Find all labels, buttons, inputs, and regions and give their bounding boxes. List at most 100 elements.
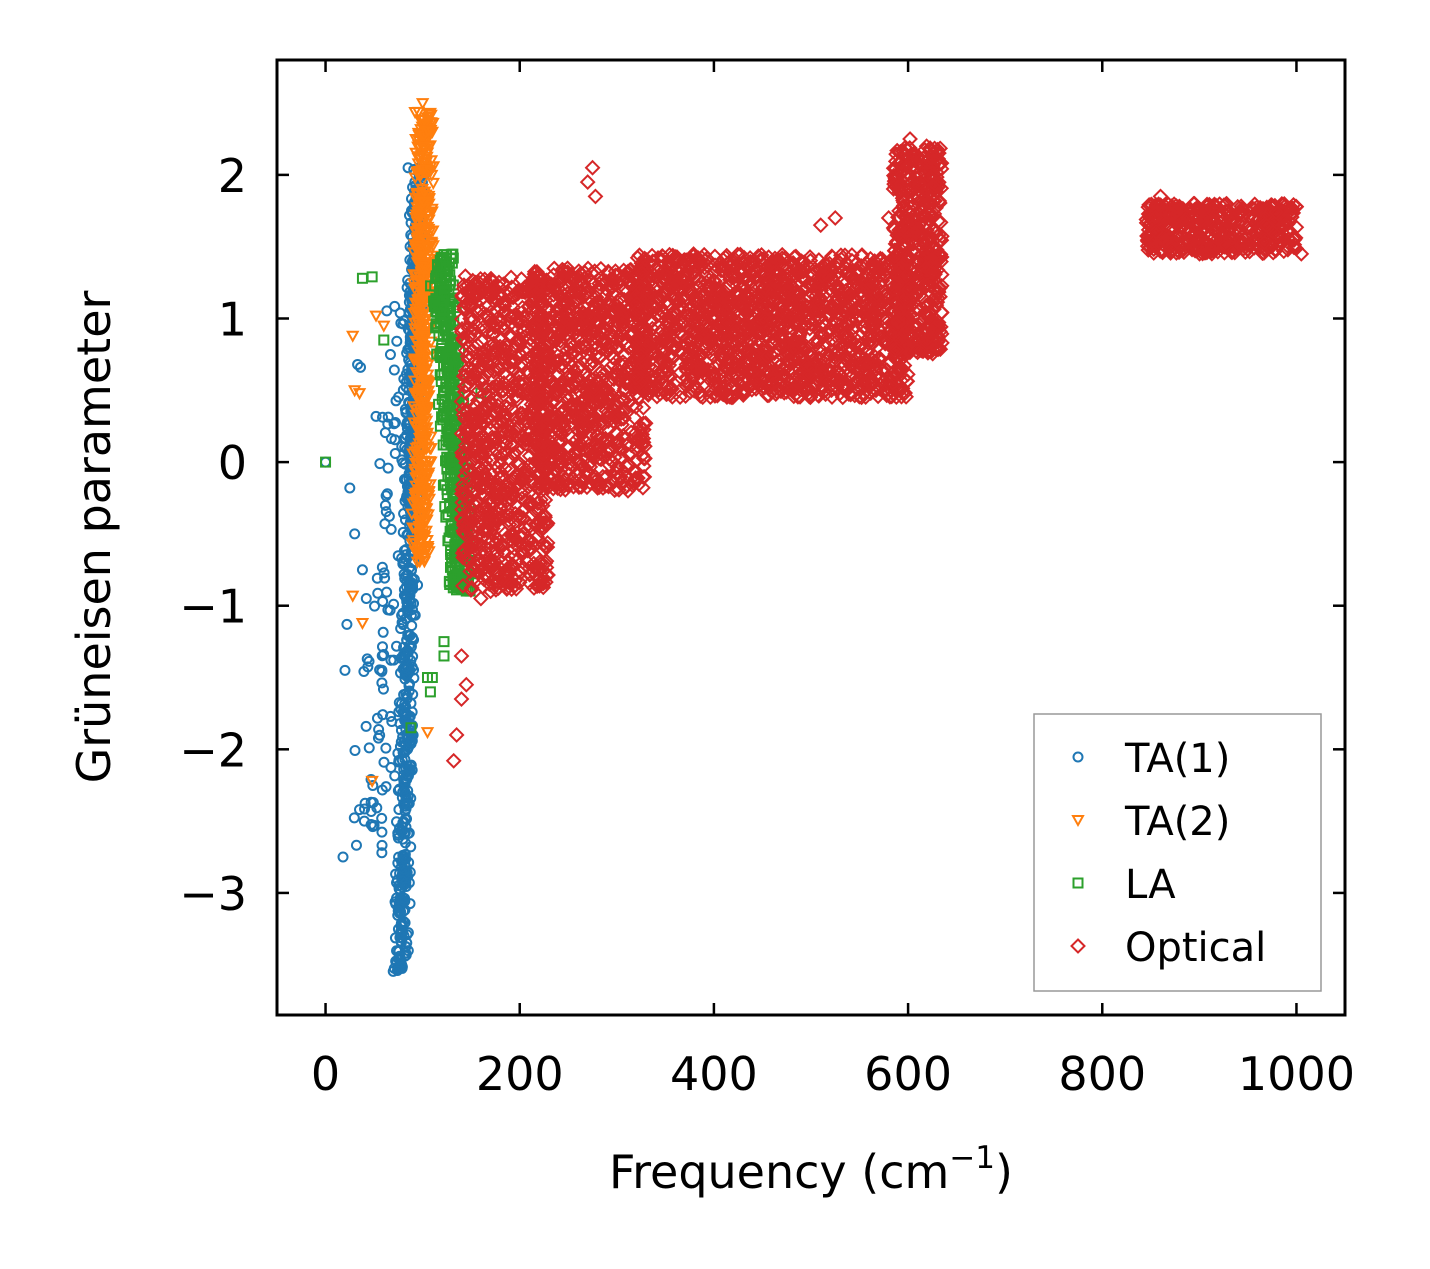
data-point-diamond: [474, 488, 491, 505]
data-point-triangle-down: [408, 387, 423, 400]
data-point-circle: [400, 769, 412, 781]
data-point-circle: [360, 593, 372, 605]
data-point-circle: [393, 851, 405, 863]
data-point-diamond: [497, 460, 513, 477]
data-point-diamond: [618, 363, 635, 380]
data-point-diamond: [509, 283, 526, 299]
data-point-diamond: [559, 326, 576, 343]
data-point-diamond: [549, 473, 566, 490]
data-point-triangle-down: [413, 556, 427, 569]
data-point-circle: [376, 826, 388, 838]
data-point-diamond: [501, 475, 518, 492]
data-point-diamond: [582, 458, 599, 475]
data-point-diamond: [547, 473, 564, 490]
data-point-diamond: [571, 423, 587, 440]
data-point-diamond: [508, 335, 525, 352]
data-point-circle: [383, 510, 395, 522]
data-point-diamond: [521, 566, 538, 583]
data-point-diamond: [571, 428, 588, 445]
data-point-circle: [376, 847, 388, 859]
data-point-diamond: [453, 323, 470, 340]
data-point-triangle-down: [420, 514, 434, 527]
data-point-diamond: [492, 539, 508, 556]
data-point-circle: [363, 742, 375, 754]
data-point-diamond: [503, 269, 519, 286]
data-point-diamond: [634, 426, 651, 443]
data-point-diamond: [566, 362, 582, 379]
data-point-diamond: [540, 437, 557, 454]
data-point-diamond: [511, 574, 528, 591]
data-point-triangle-down: [411, 331, 426, 344]
data-point-diamond: [698, 377, 714, 394]
data-point-diamond: [532, 556, 549, 573]
data-point-diamond: [540, 421, 557, 437]
data-point-diamond: [574, 311, 591, 328]
data-point-triangle-down: [409, 134, 423, 147]
data-point-diamond: [483, 288, 499, 305]
data-point-circle: [389, 770, 401, 782]
data-point-circle: [395, 932, 407, 944]
data-point-circle: [382, 462, 394, 474]
data-point-diamond: [561, 400, 578, 417]
data-point-diamond: [541, 408, 558, 425]
data-point-triangle-down: [421, 125, 435, 138]
data-point-circle: [404, 866, 416, 878]
data-point-diamond: [613, 333, 630, 350]
data-point-diamond: [853, 389, 870, 406]
data-point-diamond: [735, 279, 752, 295]
data-point-diamond: [499, 485, 516, 502]
data-point-circle: [392, 829, 404, 841]
data-point-triangle-down: [409, 421, 423, 434]
data-point-circle: [409, 609, 421, 621]
data-point-circle: [396, 609, 408, 621]
data-point-diamond: [509, 391, 526, 408]
data-point-circle: [377, 683, 389, 695]
data-point-diamond: [471, 449, 488, 466]
data-point-circle: [393, 783, 405, 795]
data-point-diamond: [533, 337, 550, 354]
data-point-circle: [396, 928, 408, 940]
data-point-diamond: [783, 288, 800, 305]
data-point-diamond: [506, 423, 523, 439]
data-point-diamond: [602, 271, 619, 288]
series-optical: [445, 131, 1310, 769]
data-point-diamond: [468, 398, 485, 415]
data-point-triangle-down: [422, 214, 436, 227]
data-point-circle: [402, 927, 414, 939]
data-point-diamond: [540, 451, 557, 468]
data-point-circle: [391, 640, 403, 652]
data-point-diamond: [580, 260, 596, 277]
data-point-diamond: [462, 408, 479, 425]
data-point-diamond: [470, 382, 487, 399]
data-point-diamond: [490, 360, 507, 377]
data-point-triangle-down: [423, 165, 438, 178]
data-point-diamond: [706, 359, 723, 375]
data-point-diamond: [855, 286, 872, 303]
data-point-diamond: [587, 386, 603, 403]
data-point-triangle-down: [369, 310, 383, 323]
data-point-diamond: [457, 342, 474, 359]
data-point-square: [445, 519, 457, 531]
data-point-diamond: [503, 400, 520, 417]
data-point-diamond: [598, 443, 615, 460]
data-point-diamond: [455, 522, 472, 539]
data-point-circle: [391, 335, 403, 347]
data-point-diamond: [873, 329, 890, 345]
data-point-circle: [398, 373, 410, 385]
data-point-circle: [378, 567, 390, 579]
data-point-circle: [402, 798, 414, 810]
data-point-circle: [367, 821, 379, 833]
data-point-triangle-down: [416, 529, 430, 542]
data-point-circle: [384, 349, 396, 361]
data-point-diamond: [513, 355, 530, 372]
data-point-diamond: [586, 416, 603, 433]
data-point-diamond: [481, 513, 498, 529]
data-point-circle: [392, 550, 404, 562]
data-point-circle: [350, 839, 362, 851]
data-point-diamond: [528, 452, 545, 469]
data-point-circle: [399, 775, 411, 787]
data-point-diamond: [460, 438, 477, 455]
data-point-diamond: [530, 269, 547, 286]
data-point-diamond: [661, 348, 678, 364]
data-point-diamond: [851, 388, 868, 405]
